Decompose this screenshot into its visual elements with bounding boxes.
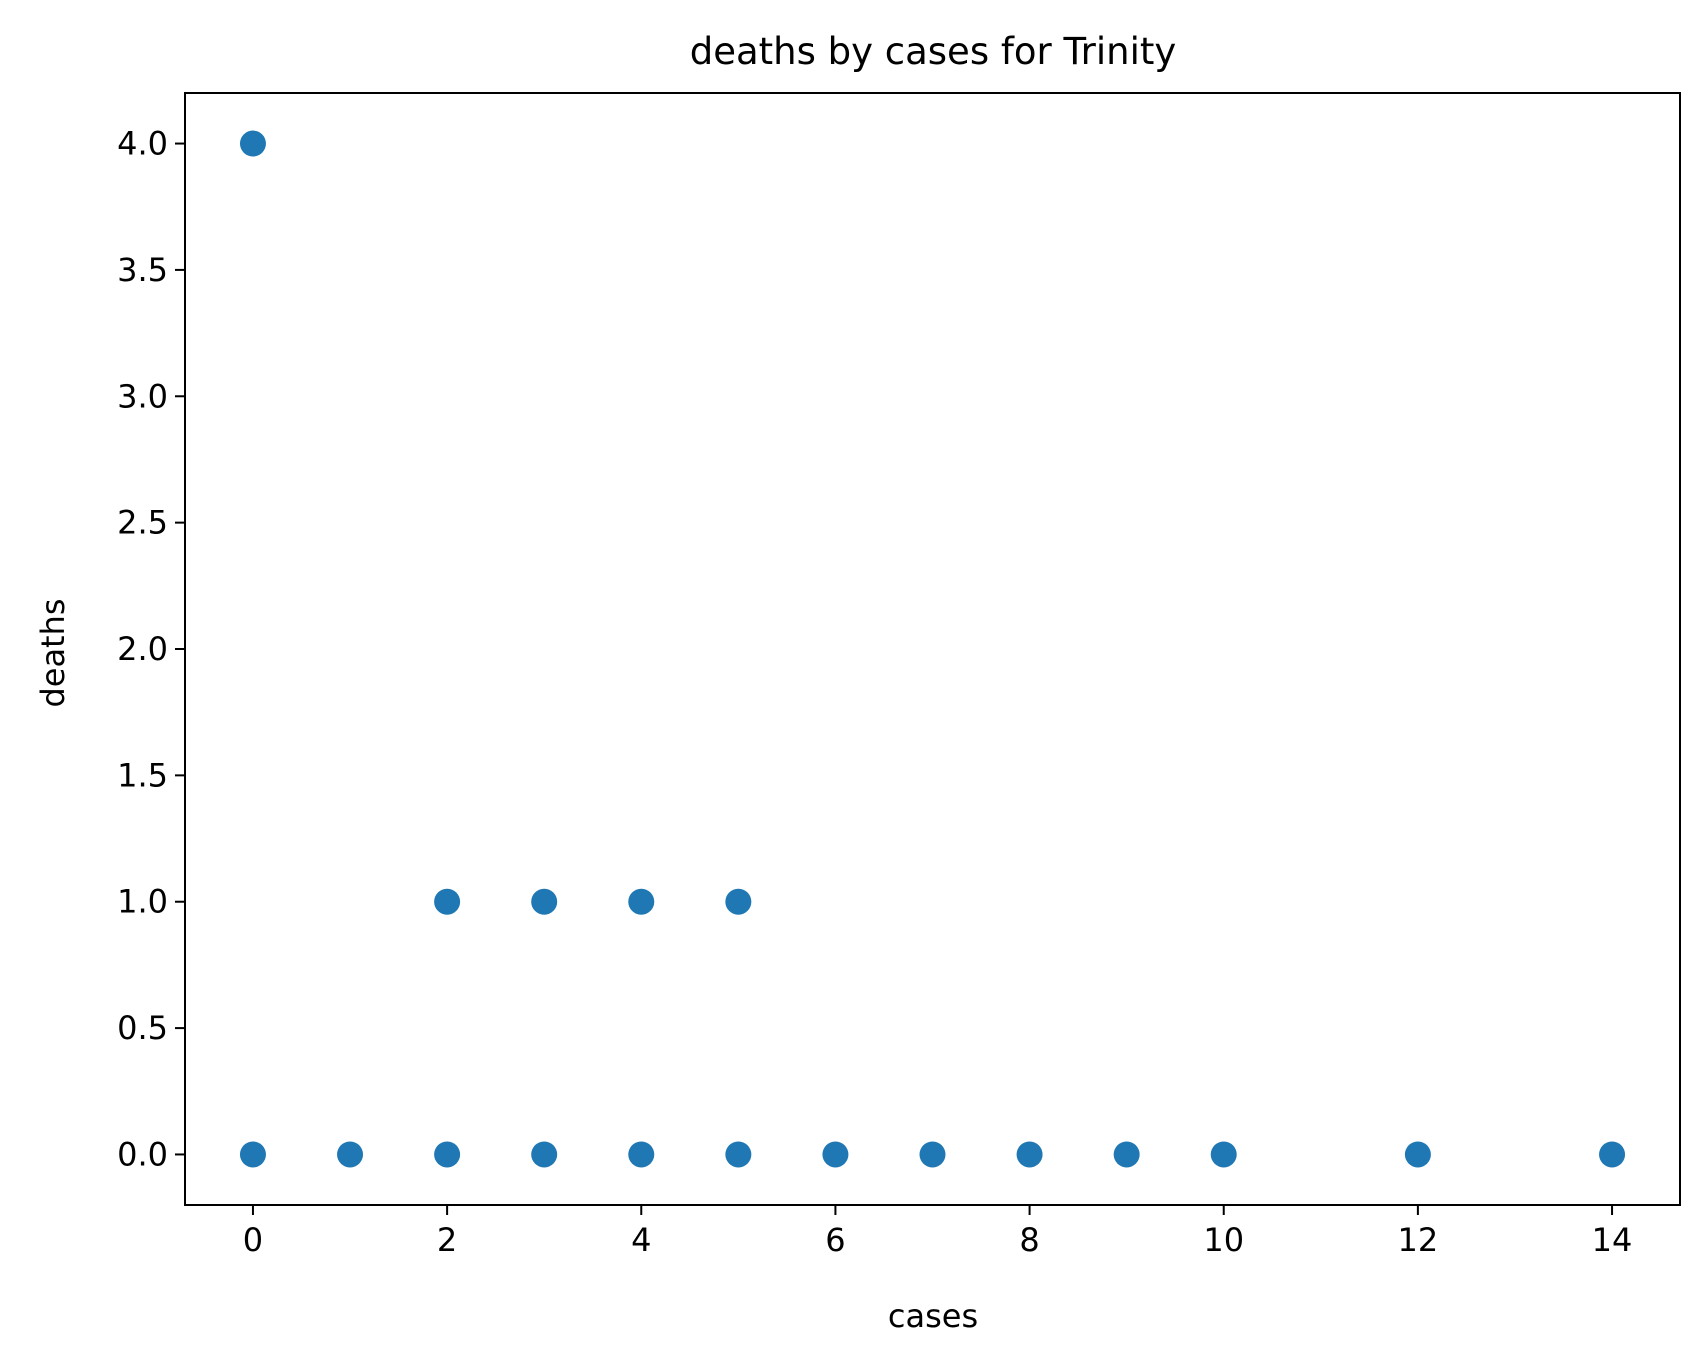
scatter-point [1599, 1141, 1626, 1168]
scatter-point [239, 1141, 266, 1168]
x-tick-label: 2 [437, 1221, 457, 1259]
scatter-point [1113, 1141, 1140, 1168]
scatter-point [628, 1141, 655, 1168]
x-tick-label: 0 [243, 1221, 263, 1259]
x-tick-label: 10 [1203, 1221, 1244, 1259]
scatter-point [1016, 1141, 1043, 1168]
scatter-point [725, 888, 752, 915]
y-tick-label: 3.0 [117, 377, 168, 415]
scatter-point [822, 1141, 849, 1168]
scatter-point [1404, 1141, 1431, 1168]
y-tick-label: 0.5 [117, 1009, 168, 1047]
x-tick-label: 14 [1592, 1221, 1633, 1259]
x-tick-label: 4 [631, 1221, 651, 1259]
y-tick-label: 2.5 [117, 504, 168, 542]
y-axis-ticks: 0.0 0.5 1.0 1.5 2.0 2.5 3.0 3.5 4.0 [117, 125, 185, 1173]
x-tick-label: 12 [1398, 1221, 1439, 1259]
scatter-point [531, 1141, 558, 1168]
y-tick-label: 1.0 [117, 883, 168, 921]
scatter-point [434, 888, 461, 915]
x-axis-ticks: 0 2 4 6 8 10 12 14 [243, 1205, 1633, 1259]
scatter-point [1210, 1141, 1237, 1168]
chart-title: deaths by cases for Trinity [690, 30, 1177, 73]
scatter-point [434, 1141, 461, 1168]
x-tick-label: 8 [1019, 1221, 1039, 1259]
y-axis-label: deaths [34, 598, 72, 707]
x-tick-label: 6 [825, 1221, 845, 1259]
data-points [239, 130, 1626, 1168]
plot-area-frame [184, 92, 1681, 1206]
scatter-point [628, 888, 655, 915]
scatter-point [531, 888, 558, 915]
y-tick-label: 3.5 [117, 251, 168, 289]
scatter-point [337, 1141, 364, 1168]
scatter-point [725, 1141, 752, 1168]
scatter-point [239, 130, 266, 157]
y-tick-label: 1.5 [117, 756, 168, 794]
y-axis-label-group: deaths [34, 598, 72, 707]
y-tick-label: 0.0 [117, 1135, 168, 1173]
scatter-point [919, 1141, 946, 1168]
y-tick-label: 4.0 [117, 125, 168, 163]
x-axis-label: cases [888, 1297, 978, 1335]
y-tick-label: 2.0 [117, 630, 168, 668]
